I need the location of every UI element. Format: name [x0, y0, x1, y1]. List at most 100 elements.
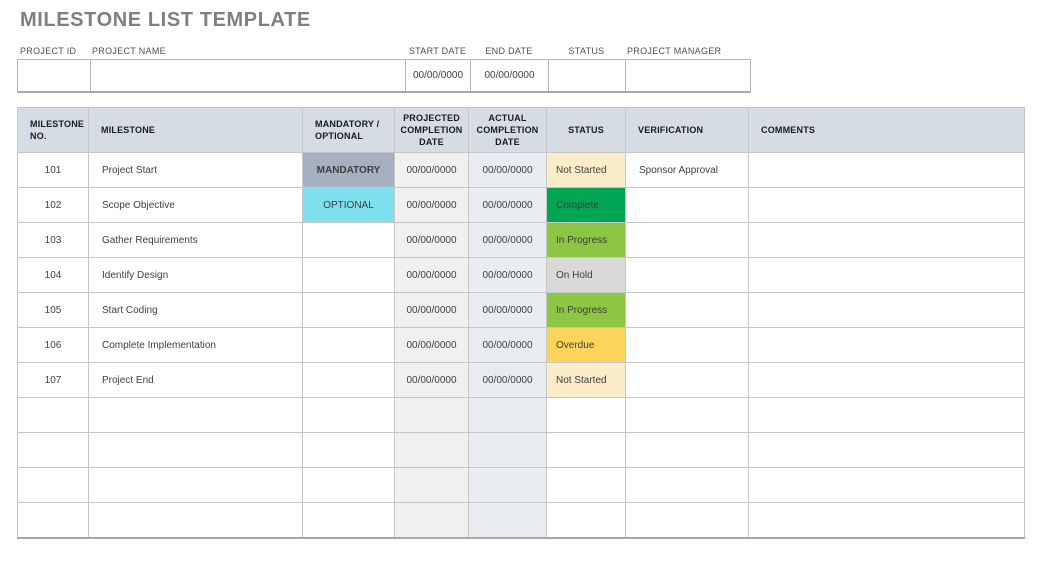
- actual-date-cell[interactable]: 00/00/0000: [468, 187, 547, 223]
- mandatory-optional-cell[interactable]: [302, 432, 395, 468]
- milestone-name-cell[interactable]: Identify Design: [88, 257, 303, 293]
- milestone-name-cell[interactable]: Project Start: [88, 152, 303, 188]
- status-cell[interactable]: Overdue: [546, 327, 626, 363]
- projected-date-cell[interactable]: [394, 502, 469, 538]
- comments-cell[interactable]: [748, 362, 1025, 398]
- status-cell[interactable]: [546, 502, 626, 538]
- comments-cell[interactable]: [748, 292, 1025, 328]
- verification-cell[interactable]: [625, 292, 749, 328]
- milestone-name-cell[interactable]: [88, 397, 303, 433]
- projected-date-cell[interactable]: 00/00/0000: [394, 187, 469, 223]
- milestone-no-cell[interactable]: 102: [17, 187, 89, 223]
- status-cell[interactable]: Not Started: [546, 362, 626, 398]
- milestone-no-cell[interactable]: 106: [17, 327, 89, 363]
- milestone-no-cell[interactable]: 103: [17, 222, 89, 258]
- actual-date-cell[interactable]: [468, 467, 547, 503]
- status-cell[interactable]: [546, 467, 626, 503]
- milestone-name-cell[interactable]: [88, 502, 303, 538]
- verification-cell[interactable]: [625, 502, 749, 538]
- comments-cell[interactable]: [748, 187, 1025, 223]
- comments-cell[interactable]: [748, 222, 1025, 258]
- mandatory-optional-cell[interactable]: [302, 502, 395, 538]
- status-cell-top[interactable]: [548, 59, 626, 92]
- milestone-name-cell[interactable]: Gather Requirements: [88, 222, 303, 258]
- actual-date-cell[interactable]: 00/00/0000: [468, 152, 547, 188]
- milestone-no-cell[interactable]: [17, 397, 89, 433]
- projected-date-cell[interactable]: [394, 397, 469, 433]
- comments-cell[interactable]: [748, 397, 1025, 433]
- table-row: 107 Project End 00/00/0000 00/00/0000 Not St…: [17, 362, 1025, 398]
- status-cell[interactable]: [546, 397, 626, 433]
- projected-date-cell[interactable]: 00/00/0000: [394, 327, 469, 363]
- actual-date-cell[interactable]: 00/00/0000: [468, 327, 547, 363]
- status-cell[interactable]: On Hold: [546, 257, 626, 293]
- status-cell[interactable]: Complete: [546, 187, 626, 223]
- mandatory-optional-cell[interactable]: [302, 222, 395, 258]
- status-cell[interactable]: In Progress: [546, 222, 626, 258]
- verification-cell[interactable]: [625, 327, 749, 363]
- col-header-status: STATUS: [546, 107, 626, 153]
- actual-date-cell[interactable]: [468, 502, 547, 538]
- comments-cell[interactable]: [748, 327, 1025, 363]
- page-title: MILESTONE LIST TEMPLATE: [20, 9, 311, 31]
- verification-cell[interactable]: [625, 187, 749, 223]
- verification-cell[interactable]: Sponsor Approval: [625, 152, 749, 188]
- milestone-name-cell[interactable]: [88, 467, 303, 503]
- mandatory-optional-cell[interactable]: [302, 362, 395, 398]
- milestone-no-cell[interactable]: 107: [17, 362, 89, 398]
- status-cell[interactable]: [546, 432, 626, 468]
- actual-date-cell[interactable]: [468, 432, 547, 468]
- projected-date-cell[interactable]: [394, 467, 469, 503]
- milestone-no-cell[interactable]: [17, 467, 89, 503]
- milestone-name-cell[interactable]: [88, 432, 303, 468]
- table-row: 102 Scope Objective OPTIONAL 00/00/0000 00/0…: [17, 187, 1025, 223]
- comments-cell[interactable]: [748, 432, 1025, 468]
- comments-cell[interactable]: [748, 257, 1025, 293]
- milestone-name-cell[interactable]: Project End: [88, 362, 303, 398]
- verification-cell[interactable]: [625, 467, 749, 503]
- projected-date-cell[interactable]: 00/00/0000: [394, 222, 469, 258]
- verification-cell[interactable]: [625, 362, 749, 398]
- mandatory-optional-cell[interactable]: [302, 257, 395, 293]
- col-header-milestone: MILESTONE: [88, 107, 303, 153]
- verification-cell[interactable]: [625, 257, 749, 293]
- actual-date-cell[interactable]: 00/00/0000: [468, 362, 547, 398]
- projected-date-cell[interactable]: 00/00/0000: [394, 152, 469, 188]
- mandatory-optional-cell[interactable]: [302, 397, 395, 433]
- start-date-cell[interactable]: 00/00/0000: [405, 59, 471, 92]
- end-date-cell[interactable]: 00/00/0000: [470, 59, 549, 92]
- col-header-actual-date: ACTUAL COMPLETION DATE: [468, 107, 547, 153]
- project-manager-cell[interactable]: [625, 59, 751, 92]
- mandatory-optional-cell[interactable]: [302, 327, 395, 363]
- status-cell[interactable]: In Progress: [546, 292, 626, 328]
- mandatory-optional-cell[interactable]: OPTIONAL: [302, 187, 395, 223]
- verification-cell[interactable]: [625, 432, 749, 468]
- comments-cell[interactable]: [748, 467, 1025, 503]
- projected-date-cell[interactable]: 00/00/0000: [394, 257, 469, 293]
- mandatory-optional-cell[interactable]: MANDATORY: [302, 152, 395, 188]
- project-id-cell[interactable]: [17, 59, 91, 92]
- milestone-no-cell[interactable]: [17, 502, 89, 538]
- verification-cell[interactable]: [625, 397, 749, 433]
- milestone-no-cell[interactable]: [17, 432, 89, 468]
- milestone-no-cell[interactable]: 105: [17, 292, 89, 328]
- actual-date-cell[interactable]: 00/00/0000: [468, 222, 547, 258]
- mandatory-optional-cell[interactable]: [302, 292, 395, 328]
- status-cell[interactable]: Not Started: [546, 152, 626, 188]
- comments-cell[interactable]: [748, 502, 1025, 538]
- milestone-no-cell[interactable]: 104: [17, 257, 89, 293]
- actual-date-cell[interactable]: 00/00/0000: [468, 292, 547, 328]
- actual-date-cell[interactable]: [468, 397, 547, 433]
- milestone-no-cell[interactable]: 101: [17, 152, 89, 188]
- comments-cell[interactable]: [748, 152, 1025, 188]
- milestone-name-cell[interactable]: Complete Implementation: [88, 327, 303, 363]
- actual-date-cell[interactable]: 00/00/0000: [468, 257, 547, 293]
- project-name-cell[interactable]: [90, 59, 406, 92]
- projected-date-cell[interactable]: [394, 432, 469, 468]
- mandatory-optional-cell[interactable]: [302, 467, 395, 503]
- projected-date-cell[interactable]: 00/00/0000: [394, 292, 469, 328]
- milestone-name-cell[interactable]: Scope Objective: [88, 187, 303, 223]
- projected-date-cell[interactable]: 00/00/0000: [394, 362, 469, 398]
- verification-cell[interactable]: [625, 222, 749, 258]
- milestone-name-cell[interactable]: Start Coding: [88, 292, 303, 328]
